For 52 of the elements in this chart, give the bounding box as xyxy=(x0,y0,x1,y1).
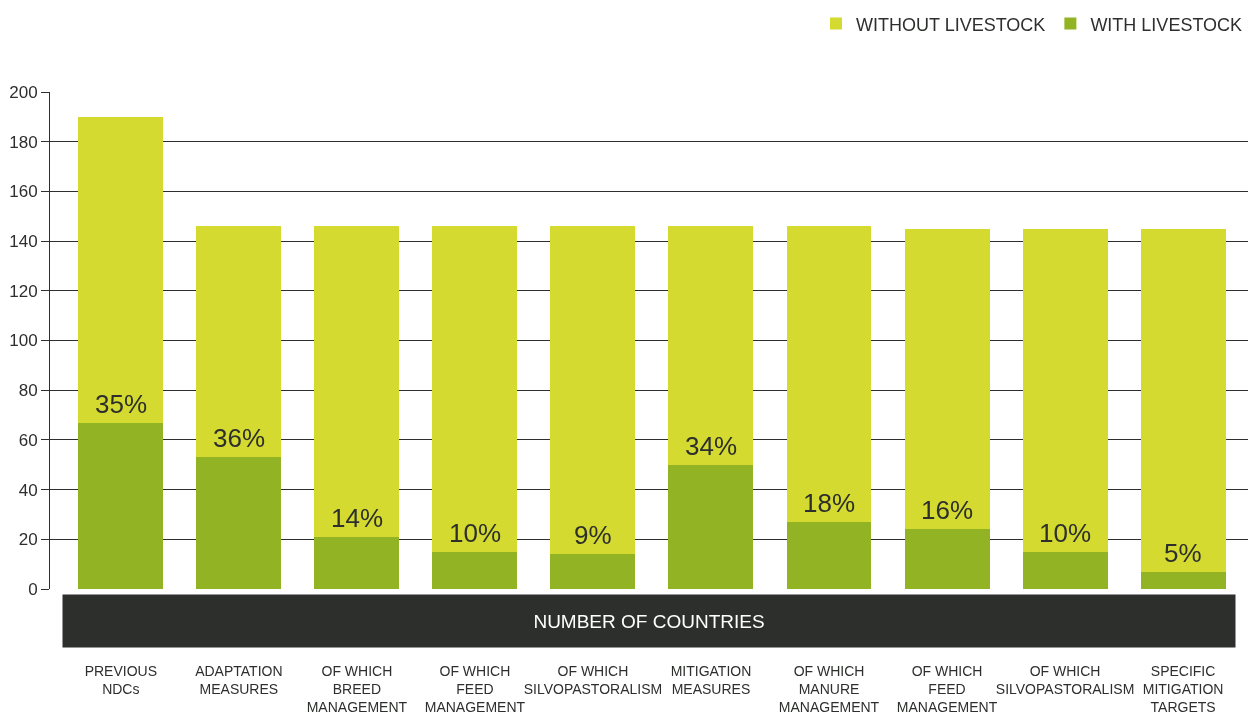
bar xyxy=(1022,228,1108,552)
annotation: 10% xyxy=(449,518,502,548)
bar xyxy=(314,536,400,589)
y-tick-label: 80 xyxy=(18,381,38,401)
x-tick-label: PREVIOUS NDCs xyxy=(84,663,157,698)
y-tick-label: 160 xyxy=(9,182,38,202)
bar xyxy=(668,226,754,465)
x-tick-label: MITIGATION MEASURES xyxy=(670,663,752,698)
y-tick-label: 60 xyxy=(18,430,38,450)
bar xyxy=(786,226,872,522)
bar xyxy=(904,529,990,589)
legend-label: WITH LIVESTOCK xyxy=(1090,14,1243,35)
bar xyxy=(314,226,400,537)
y-tick-label: 140 xyxy=(9,232,38,252)
annotation: 36% xyxy=(213,423,266,453)
bar xyxy=(550,554,636,589)
annotation: 9% xyxy=(574,520,612,550)
y-tick-label: 120 xyxy=(9,281,38,301)
bar xyxy=(904,228,990,530)
annotation: 18% xyxy=(803,488,856,518)
y-tick-label: 200 xyxy=(9,82,38,102)
bar xyxy=(668,464,754,589)
y-tick-label: 100 xyxy=(9,331,38,351)
bar xyxy=(78,422,164,589)
x-tick-label: OF WHICH SILVOPASTORALISM xyxy=(995,663,1135,698)
x-tick-label: OF WHICH MANURE MANAGEMENT xyxy=(778,663,880,716)
bar xyxy=(1022,551,1108,589)
bar xyxy=(1140,228,1226,572)
bar xyxy=(1140,571,1226,589)
x-tick-label: OF WHICH SILVOPASTORALISM xyxy=(523,663,663,698)
x-tick-label: ADAPTATION MEASURES xyxy=(195,663,283,698)
annotation: 5% xyxy=(1164,538,1202,568)
bar xyxy=(550,226,636,555)
bar xyxy=(196,457,282,589)
y-tick-label: 40 xyxy=(18,480,38,500)
annotation: 16% xyxy=(921,495,974,525)
bar xyxy=(432,226,518,552)
x-tick-label: SPECIFIC MITIGATION TARGETS xyxy=(1142,663,1224,716)
x-axis-title: NUMBER OF COUNTRIES xyxy=(533,610,765,632)
annotation: 34% xyxy=(685,431,738,461)
bar xyxy=(432,551,518,589)
bar xyxy=(78,116,164,423)
y-tick-label: 180 xyxy=(9,132,38,152)
y-tick-label: 20 xyxy=(18,530,38,550)
bar xyxy=(786,521,872,589)
bar xyxy=(196,226,282,458)
annotation: 14% xyxy=(331,503,384,533)
annotation: 10% xyxy=(1039,518,1092,548)
annotation: 35% xyxy=(95,389,148,419)
legend-label: WITHOUT LIVESTOCK xyxy=(856,14,1046,35)
x-tick-label: OF WHICH BREED MANAGEMENT xyxy=(306,663,408,716)
y-tick-label: 0 xyxy=(28,579,38,599)
